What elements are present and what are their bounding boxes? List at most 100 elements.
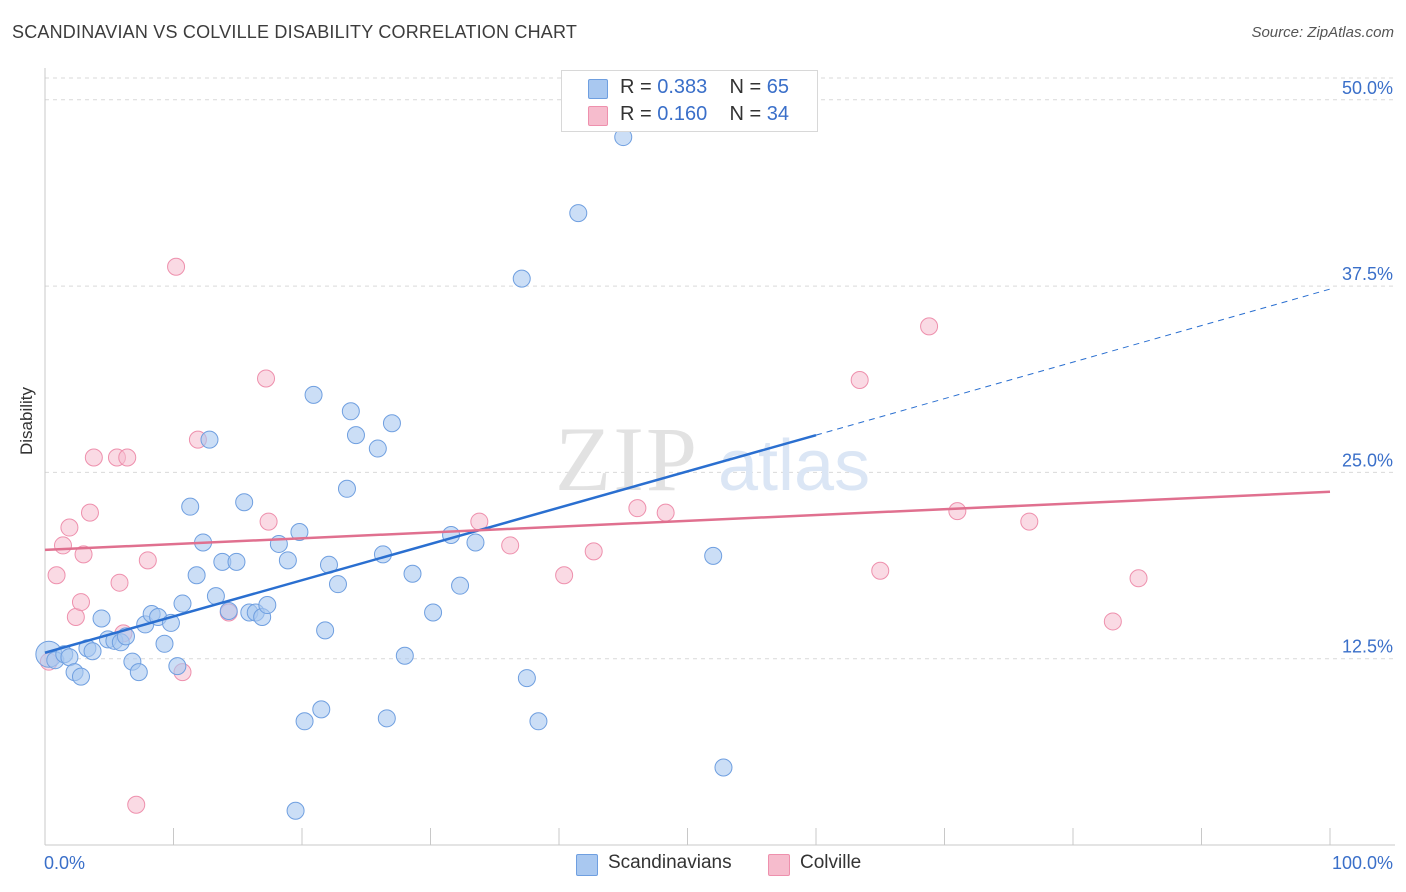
scandinavian-point bbox=[200, 430, 219, 449]
scandinavian-point bbox=[181, 497, 200, 516]
colville-point bbox=[259, 512, 278, 531]
scandinavian-point bbox=[92, 609, 111, 628]
chart-title: SCANDINAVIAN VS COLVILLE DISABILITY CORR… bbox=[12, 22, 578, 42]
colville-point bbox=[74, 545, 93, 564]
scandinavian-point bbox=[168, 657, 187, 676]
scandinavian-point bbox=[290, 523, 309, 542]
colville-point bbox=[584, 542, 603, 561]
colville-point bbox=[257, 369, 276, 388]
n-label: N = bbox=[729, 103, 767, 125]
scandinavian-point bbox=[517, 669, 536, 688]
scandinavian-point bbox=[704, 546, 723, 565]
r-label: R = bbox=[620, 103, 658, 125]
legend-swatch-blue bbox=[588, 79, 608, 99]
scandinavian-trend-line bbox=[44, 433, 817, 654]
scandinavian-point bbox=[235, 493, 254, 512]
scandinavian-point bbox=[155, 634, 174, 653]
colville-point bbox=[138, 551, 157, 570]
x-tick-label: 0.0% bbox=[44, 853, 85, 873]
scandinavian-point bbox=[219, 602, 238, 621]
scandinavian-point bbox=[227, 552, 246, 571]
colville-trend-line bbox=[44, 490, 1331, 552]
colville-point bbox=[555, 566, 574, 585]
colville-point bbox=[110, 573, 129, 592]
colville-point bbox=[871, 561, 890, 580]
x-tick-label: 100.0% bbox=[1332, 853, 1393, 873]
stats-legend: R = 0.383 N = 65 R = 0.160 N = 34 bbox=[561, 70, 818, 132]
watermark-zip: ZIP bbox=[555, 408, 699, 510]
n-label: N = bbox=[729, 76, 767, 98]
legend-swatch-pink bbox=[588, 106, 608, 126]
axes-layer bbox=[44, 68, 1395, 846]
watermark-atlas: atlas bbox=[718, 426, 870, 506]
colville-point bbox=[118, 448, 137, 467]
y-tick-label: 50.0% bbox=[1342, 78, 1393, 98]
colville-point bbox=[127, 795, 146, 814]
scandinavian-point bbox=[512, 269, 531, 288]
watermark: ZIP atlas bbox=[555, 408, 870, 510]
scandinavian-point bbox=[451, 576, 470, 595]
r-value: 0.383 bbox=[657, 76, 708, 98]
scandinavian-point bbox=[346, 426, 365, 445]
colville-point bbox=[84, 448, 103, 467]
y-tick-label: 25.0% bbox=[1342, 450, 1393, 470]
scandinavian-point bbox=[312, 700, 331, 719]
scandinavian-point bbox=[129, 663, 148, 682]
legend-label-colville: Colville bbox=[800, 852, 862, 873]
scandinavian-point bbox=[278, 551, 297, 570]
scandinavian-points bbox=[35, 128, 733, 820]
colville-point bbox=[167, 257, 186, 276]
scandinavian-point bbox=[368, 439, 387, 458]
scandinavian-point bbox=[304, 385, 323, 404]
scandinavian-point bbox=[382, 414, 401, 433]
source-credit: Source: ZipAtlas.com bbox=[1251, 24, 1394, 41]
colville-point bbox=[628, 499, 647, 518]
colville-point bbox=[948, 502, 967, 521]
legend-swatch-pink bbox=[768, 854, 790, 876]
legend-label-scandinavians: Scandinavians bbox=[608, 852, 732, 873]
colville-point bbox=[71, 593, 90, 612]
colville-point bbox=[1103, 612, 1122, 631]
scandinavian-point bbox=[424, 603, 443, 622]
scandinavian-point bbox=[286, 801, 305, 820]
n-value: 65 bbox=[766, 76, 790, 98]
y-axis-label: Disability bbox=[17, 386, 36, 455]
scandinavian-point bbox=[71, 667, 90, 686]
tick-labels: 12.5% 25.0% 37.5% 50.0% 0.0% 100.0% bbox=[44, 78, 1393, 873]
scandinavian-point bbox=[529, 712, 548, 731]
colville-point bbox=[60, 518, 79, 537]
legend-swatch-blue bbox=[576, 854, 598, 876]
series-legend: Scandinavians Colville bbox=[0, 851, 1406, 877]
scandinavian-point bbox=[569, 204, 588, 223]
colville-point bbox=[501, 536, 520, 555]
r-value: 0.160 bbox=[657, 103, 708, 125]
scandinavian-point bbox=[258, 596, 277, 615]
y-tick-label: 12.5% bbox=[1342, 637, 1393, 657]
scandinavian-point bbox=[187, 566, 206, 585]
colville-point bbox=[656, 503, 675, 522]
scandinavian-point bbox=[83, 642, 102, 661]
scandinavian-point bbox=[316, 621, 335, 640]
scandinavian-point bbox=[341, 402, 360, 421]
colville-point bbox=[80, 503, 99, 522]
grid-layer bbox=[45, 77, 1395, 660]
r-label: R = bbox=[620, 76, 658, 98]
scandinavian-point bbox=[403, 564, 422, 583]
colville-point bbox=[920, 317, 939, 336]
colville-point bbox=[1129, 569, 1148, 588]
colville-point bbox=[1020, 512, 1039, 531]
colville-point bbox=[47, 566, 66, 585]
scandinavian-point bbox=[328, 575, 347, 594]
colville-point bbox=[53, 536, 72, 555]
y-tick-label: 37.5% bbox=[1342, 264, 1393, 284]
scandinavian-point bbox=[395, 646, 414, 665]
scandinavian-trend-extension bbox=[815, 288, 1331, 436]
colville-point bbox=[850, 371, 869, 389]
scandinavian-point bbox=[295, 712, 314, 731]
scandinavian-point bbox=[714, 758, 733, 777]
n-value: 34 bbox=[766, 103, 790, 125]
scandinavian-point bbox=[466, 533, 485, 552]
trend-lines bbox=[44, 288, 1331, 654]
scandinavian-point bbox=[173, 594, 192, 613]
